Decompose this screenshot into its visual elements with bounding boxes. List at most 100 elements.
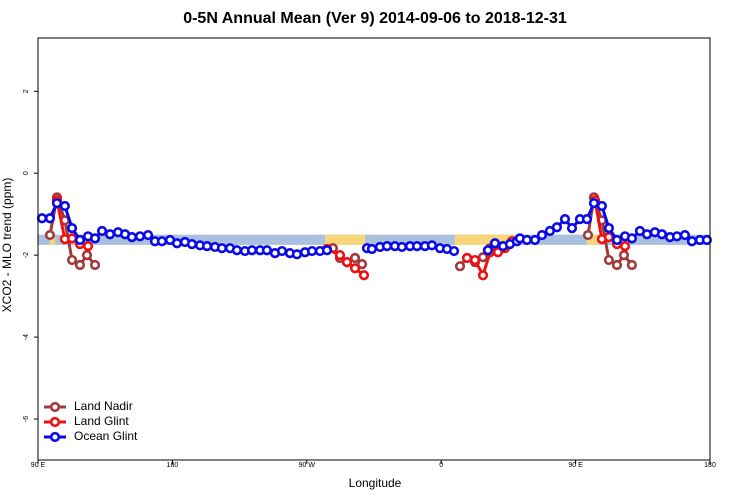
x-tick-label: 180 <box>167 462 179 469</box>
data-point <box>66 233 78 244</box>
data-point <box>82 241 94 252</box>
data-point <box>454 261 466 272</box>
data-point <box>51 198 63 209</box>
data-point <box>551 222 563 233</box>
x-tick-label: 90 E <box>31 462 46 469</box>
x-tick-label: 90 E <box>568 462 583 469</box>
y-tick-label: -6 <box>23 416 30 422</box>
x-tick-label: 0 <box>439 462 443 469</box>
data-point <box>349 263 361 274</box>
data-point <box>426 240 438 251</box>
data-point <box>482 245 494 256</box>
data-point <box>142 229 154 241</box>
legend-marker <box>49 431 61 443</box>
data-point <box>321 245 333 256</box>
data-point <box>216 243 228 254</box>
chart-title: 0-5N Annual Mean (Ver 9) 2014-09-06 to 2… <box>183 10 567 27</box>
data-point <box>74 259 86 271</box>
data-point <box>641 229 653 240</box>
data-point <box>74 234 86 246</box>
data-point <box>626 259 637 271</box>
band <box>325 234 366 245</box>
data-point <box>89 259 101 271</box>
data-point <box>44 229 56 241</box>
legend-label: Ocean Glint <box>74 429 138 443</box>
data-point <box>201 241 213 252</box>
data-point <box>411 241 423 252</box>
y-tick-label: -2 <box>23 252 30 258</box>
x-tick-label: 90 W <box>299 462 316 469</box>
data-point <box>156 236 168 247</box>
data-point <box>171 238 183 249</box>
data-point <box>529 234 541 246</box>
data-point <box>477 270 489 281</box>
data-point <box>679 229 691 241</box>
data-point <box>566 223 578 234</box>
data-point <box>366 243 378 255</box>
band <box>49 234 56 245</box>
y-tick-label: 2 <box>23 89 30 93</box>
data-point <box>349 252 361 264</box>
data-point <box>582 229 594 241</box>
data-point <box>356 259 368 270</box>
data-point <box>611 259 623 271</box>
data-point <box>559 213 571 225</box>
data-point <box>89 233 101 244</box>
legend-marker <box>49 416 61 428</box>
data-point <box>603 223 615 234</box>
data-point <box>656 229 668 240</box>
data-point <box>341 257 353 268</box>
data-point <box>104 229 116 240</box>
x-axis-label: Longitude <box>349 476 402 490</box>
data-point <box>469 254 481 266</box>
data-point <box>261 245 273 256</box>
legend-label: Land Nadir <box>74 399 133 413</box>
data-point <box>66 254 78 266</box>
data-point <box>603 254 615 266</box>
data-point <box>306 245 318 257</box>
data-point <box>96 225 108 237</box>
data-point <box>477 252 489 263</box>
data-point <box>489 238 501 249</box>
data-point <box>603 232 615 243</box>
data-point <box>134 231 146 242</box>
data-point <box>276 245 288 257</box>
legend-label: Land Glint <box>74 414 129 428</box>
data-point <box>44 213 56 224</box>
y-axis-label: XCO2 - MLO trend (ppm) <box>0 178 14 313</box>
data-point <box>596 200 607 212</box>
data-point <box>381 241 393 252</box>
data-point <box>246 245 258 256</box>
data-point <box>626 233 637 244</box>
data-point <box>536 229 548 241</box>
plot-frame <box>37 37 711 461</box>
data-point <box>619 241 631 252</box>
data-point <box>334 250 346 261</box>
data-point <box>492 247 504 258</box>
data-point <box>671 231 683 242</box>
x-tick-label: 180 <box>704 462 716 469</box>
data-point <box>588 198 600 209</box>
data-point <box>66 223 78 234</box>
data-point <box>396 241 408 253</box>
data-point <box>461 252 473 264</box>
data-point <box>59 200 70 212</box>
data-point <box>701 234 712 246</box>
data-point <box>291 249 303 260</box>
data-point <box>618 250 630 261</box>
data-point <box>686 236 698 247</box>
data-point <box>521 234 533 246</box>
data-point <box>581 213 593 225</box>
legend-marker <box>49 401 61 413</box>
band <box>38 234 710 245</box>
data-point <box>448 245 460 257</box>
data-point <box>186 238 198 250</box>
data-point <box>611 234 623 246</box>
data-point <box>358 270 370 281</box>
data-point <box>36 213 48 224</box>
y-tick-label: 0 <box>23 171 30 175</box>
y-tick-label: -4 <box>23 334 30 340</box>
data-point <box>231 245 243 256</box>
band <box>586 234 600 245</box>
